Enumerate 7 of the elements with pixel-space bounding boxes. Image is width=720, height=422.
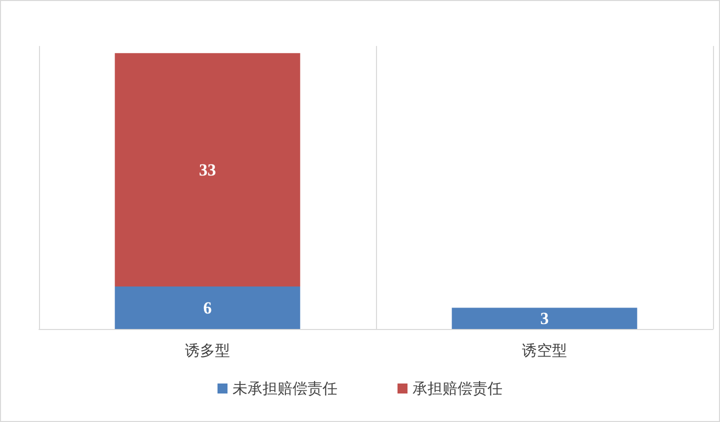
legend-label: 未承担赔偿责任 xyxy=(232,380,338,398)
data-label: 3 xyxy=(540,308,549,328)
x-tick-label: 诱多型 xyxy=(185,342,230,360)
data-label: 6 xyxy=(203,298,212,318)
x-tick-label: 诱空型 xyxy=(522,342,567,360)
legend-label: 承担赔偿责任 xyxy=(412,380,502,398)
data-label: 33 xyxy=(199,160,216,180)
